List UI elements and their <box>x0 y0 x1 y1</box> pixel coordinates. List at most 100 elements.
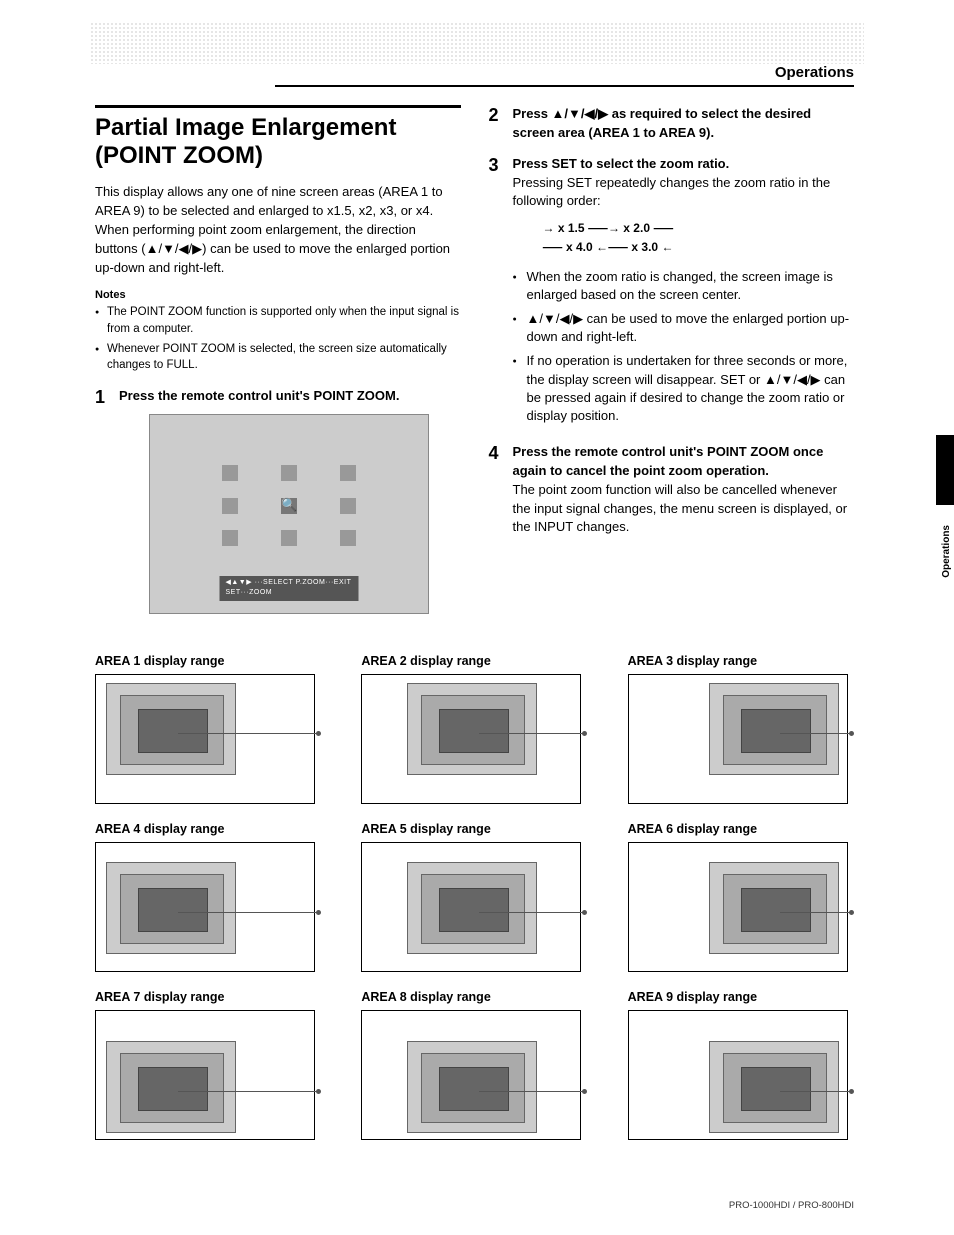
area-cell: AREA 6 display range <box>628 822 854 972</box>
area-title: AREA 4 display range <box>95 822 321 836</box>
zoom-rect-inner <box>439 888 509 932</box>
pointer-line <box>780 912 853 913</box>
pointer-line <box>178 1091 321 1092</box>
area-cell: AREA 7 display range <box>95 990 321 1140</box>
area-dot <box>281 465 297 481</box>
area-box <box>361 674 581 804</box>
area-box <box>95 1010 315 1140</box>
area-box <box>628 1010 848 1140</box>
area-title: AREA 5 display range <box>361 822 587 836</box>
pointer-line <box>479 912 587 913</box>
zoom-rect-inner <box>439 709 509 753</box>
title-rule: Partial Image Enlargement (POINT ZOOM) <box>95 105 461 169</box>
left-column: Partial Image Enlargement (POINT ZOOM) T… <box>95 105 461 626</box>
area-box <box>628 674 848 804</box>
area-dot <box>281 530 297 546</box>
area-title: AREA 9 display range <box>628 990 854 1004</box>
side-label: Operations <box>941 525 952 578</box>
header-pattern <box>90 22 864 64</box>
step-1: 1 Press the remote control unit's POINT … <box>95 387 461 614</box>
content-area: Partial Image Enlargement (POINT ZOOM) T… <box>95 105 854 1140</box>
zoom-rect-outer <box>106 1041 236 1133</box>
page-title: Partial Image Enlargement (POINT ZOOM) <box>95 114 461 169</box>
area-box <box>628 842 848 972</box>
area-dot <box>340 498 356 514</box>
zoom-rect-inner <box>439 1067 509 1111</box>
cycle-row: ⸺ x 4.0 ←⸺ x 3.0 ← <box>543 238 855 257</box>
screen-diagram: ◀▲▼▶ ···SELECT P.ZOOM···EXIT SET···ZOOM <box>149 414 429 614</box>
step-text: The point zoom function will also be can… <box>513 482 848 535</box>
zoom-rect-inner <box>741 1067 811 1111</box>
zoom-rect-outer <box>709 683 839 775</box>
zoom-rect-outer <box>106 683 236 775</box>
zoom-rect-mid <box>723 695 827 765</box>
zoom-rect-mid <box>421 1053 525 1123</box>
area-box <box>361 1010 581 1140</box>
zoom-rect-mid <box>421 874 525 944</box>
step-bold: Press ▲/▼/◀/▶ as required to select the … <box>513 106 812 140</box>
bullet-item: ▲/▼/◀/▶ can be used to move the enlarged… <box>513 310 855 346</box>
area-cell: AREA 3 display range <box>628 654 854 804</box>
area-grid-preview <box>200 457 378 555</box>
zoom-rect-mid <box>723 1053 827 1123</box>
area-dot-center <box>281 498 297 514</box>
zoom-rect-mid <box>421 695 525 765</box>
area-display-grid: AREA 1 display range AREA 2 display range… <box>95 654 854 1140</box>
area-cell: AREA 2 display range <box>361 654 587 804</box>
step-2: 2 Press ▲/▼/◀/▶ as required to select th… <box>489 105 855 143</box>
zoom-rect-outer <box>709 862 839 954</box>
pointer-line <box>780 733 853 734</box>
step-number: 1 <box>95 387 111 614</box>
area-title: AREA 1 display range <box>95 654 321 668</box>
pointer-line <box>178 912 321 913</box>
area-cell: AREA 5 display range <box>361 822 587 972</box>
area-title: AREA 3 display range <box>628 654 854 668</box>
zoom-rect-outer <box>407 1041 537 1133</box>
section-label: Operations <box>275 64 854 87</box>
zoom-rect-inner <box>138 1067 208 1111</box>
step-number: 3 <box>489 155 505 431</box>
zoom-rect-outer <box>407 683 537 775</box>
area-cell: AREA 9 display range <box>628 990 854 1140</box>
bullet-item: When the zoom ratio is changed, the scre… <box>513 268 855 304</box>
pointer-line <box>178 733 321 734</box>
area-box <box>361 842 581 972</box>
zoom-rect-inner <box>741 888 811 932</box>
screen-hint-bar: ◀▲▼▶ ···SELECT P.ZOOM···EXIT SET···ZOOM <box>220 576 359 600</box>
zoom-rect-mid <box>120 1053 224 1123</box>
footer-model: PRO-1000HDI / PRO-800HDI <box>729 1200 854 1211</box>
note-item: The POINT ZOOM function is supported onl… <box>95 304 461 336</box>
zoom-rect-outer <box>106 862 236 954</box>
pointer-line <box>479 733 587 734</box>
area-box <box>95 674 315 804</box>
zoom-rect-inner <box>138 888 208 932</box>
zoom-rect-mid <box>723 874 827 944</box>
step-number: 2 <box>489 105 505 143</box>
note-item: Whenever POINT ZOOM is selected, the scr… <box>95 341 461 373</box>
right-column: 2 Press ▲/▼/◀/▶ as required to select th… <box>489 105 855 626</box>
area-dot <box>340 530 356 546</box>
area-dot <box>222 530 238 546</box>
area-cell: AREA 1 display range <box>95 654 321 804</box>
pointer-line <box>780 1091 853 1092</box>
area-dot <box>222 465 238 481</box>
zoom-cycle-diagram: → x 1.5 ⸺→ x 2.0 ⸺ ⸺ x 4.0 ←⸺ x 3.0 ← <box>543 219 855 257</box>
title-line2: (POINT ZOOM) <box>95 142 263 169</box>
pointer-line <box>479 1091 587 1092</box>
step-text: Pressing SET repeatedly changes the zoom… <box>513 175 831 209</box>
bullet-item: If no operation is undertaken for three … <box>513 352 855 425</box>
notes-list: The POINT ZOOM function is supported onl… <box>95 304 461 372</box>
area-title: AREA 7 display range <box>95 990 321 1004</box>
side-tab <box>936 435 954 505</box>
zoom-rect-mid <box>120 874 224 944</box>
area-title: AREA 6 display range <box>628 822 854 836</box>
title-line1: Partial Image Enlargement <box>95 114 396 141</box>
step-bold: Press SET to select the zoom ratio. <box>513 156 730 171</box>
area-title: AREA 2 display range <box>361 654 587 668</box>
zoom-rect-outer <box>407 862 537 954</box>
zoom-rect-outer <box>709 1041 839 1133</box>
step-bold: Press the remote control unit's POINT ZO… <box>119 388 399 403</box>
area-title: AREA 8 display range <box>361 990 587 1004</box>
intro-paragraph: This display allows any one of nine scre… <box>95 183 461 277</box>
area-dot <box>222 498 238 514</box>
